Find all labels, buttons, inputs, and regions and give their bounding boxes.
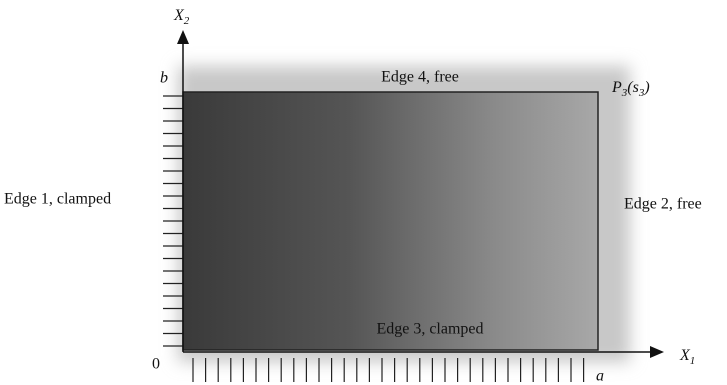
point-a: a — [596, 368, 604, 385]
corner-label: P3(s3) — [611, 79, 650, 99]
x2-sub: 2 — [184, 15, 190, 27]
x2-label: X2 — [173, 7, 190, 27]
point-b: b — [160, 70, 168, 87]
corner-open: (s — [627, 79, 639, 96]
x1-arrow — [650, 346, 664, 358]
x2-arrow — [177, 30, 189, 44]
plate-diagram: X2 X1 b 0 a P3(s3) Edge 1, clamped Edge … — [0, 0, 727, 385]
x1-sub: 1 — [690, 355, 696, 367]
point-origin: 0 — [152, 356, 160, 373]
corner-base: P — [611, 79, 622, 96]
edge3-label: Edge 3, clamped — [376, 321, 483, 338]
corner-close: ) — [643, 79, 649, 96]
edge4-label: Edge 4, free — [381, 69, 459, 86]
plate — [183, 92, 598, 350]
x1-label: X1 — [679, 347, 695, 367]
edge1-label: Edge 1, clamped — [4, 191, 111, 208]
edge2-label: Edge 2, free — [624, 196, 702, 213]
